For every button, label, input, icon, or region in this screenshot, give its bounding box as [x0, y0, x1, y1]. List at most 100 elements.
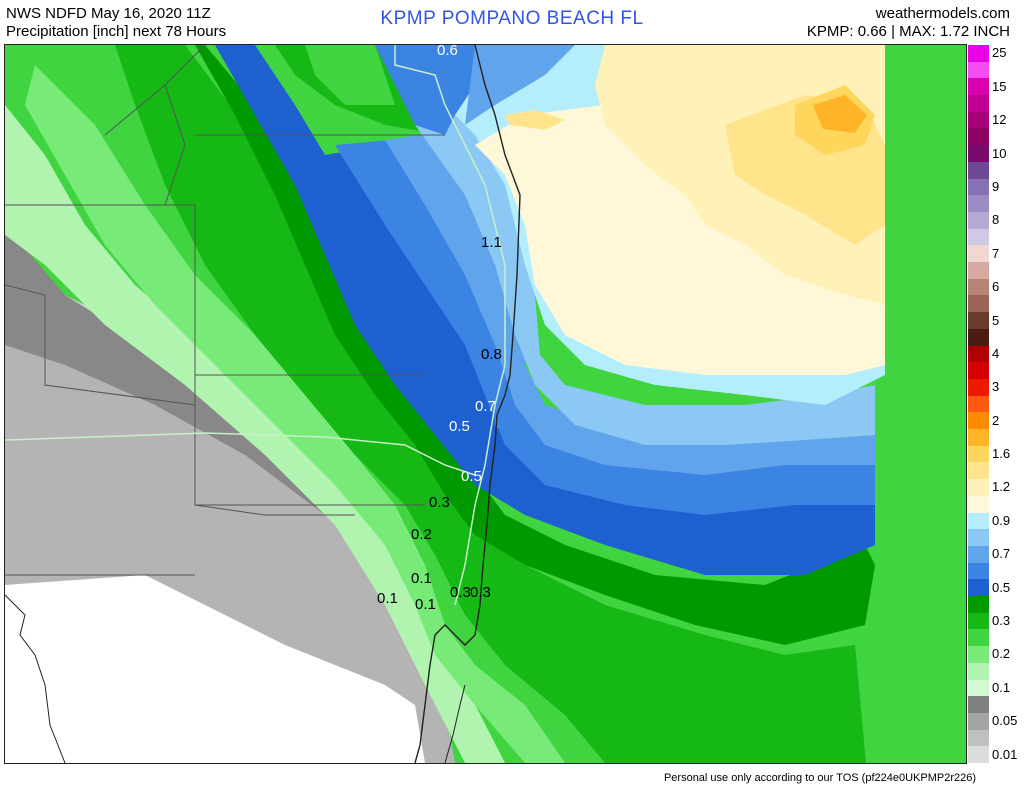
legend-swatch	[968, 78, 989, 96]
legend-row: 4	[968, 345, 1024, 363]
legend-swatch	[968, 378, 989, 397]
legend-row	[968, 529, 1024, 547]
legend-swatch	[968, 128, 989, 146]
legend-swatch	[968, 479, 989, 497]
legend-row: 5	[968, 312, 1024, 330]
contour-label: 0.3	[429, 494, 450, 511]
header-left: NWS NDFD May 16, 2020 11Z Precipitation …	[6, 5, 226, 41]
legend-swatch	[968, 45, 989, 63]
legend-label: 5	[992, 312, 1000, 328]
legend-swatch	[968, 429, 989, 447]
legend-row: 15	[968, 78, 1024, 96]
legend-label: 0.2	[992, 646, 1011, 662]
station-value-readout: KPMP: 0.66 | MAX: 1.72 INCH	[806, 23, 1010, 40]
legend-swatch	[968, 562, 989, 580]
legend-row: 0.2	[968, 646, 1024, 664]
contour-label: 0.5	[461, 468, 482, 485]
legend-swatch	[968, 545, 989, 564]
band-blue-light	[415, 105, 875, 445]
legend-row	[968, 696, 1024, 714]
legend-swatch	[968, 245, 989, 263]
band-yellow-coast	[505, 110, 565, 130]
legend-swatch	[968, 629, 989, 647]
legend-label: 3	[992, 379, 1000, 395]
county-boundaries	[5, 45, 445, 576]
legend-swatch	[968, 228, 989, 246]
legend-row: 0.9	[968, 512, 1024, 530]
legend-row	[968, 295, 1024, 313]
legend-label: 0.1	[992, 679, 1011, 695]
legend-row	[968, 629, 1024, 647]
legend-row: 1.6	[968, 445, 1024, 463]
band-dry-gray	[5, 295, 455, 763]
legend-swatch	[968, 328, 989, 347]
legend-swatch	[968, 579, 989, 597]
legend-row	[968, 596, 1024, 614]
legend-swatch	[968, 696, 989, 714]
legend-swatch	[968, 61, 989, 79]
legend-swatch	[968, 512, 989, 530]
legend-swatch	[968, 746, 989, 764]
legend-swatch	[968, 412, 989, 430]
legend-row: 0.7	[968, 545, 1024, 564]
band-blue-lighter-north	[465, 45, 575, 125]
contour-label: 0.7	[475, 398, 496, 415]
band-pale-green	[25, 65, 565, 763]
legend-row: 0.01	[968, 746, 1024, 764]
contour-label: 1.1	[481, 234, 502, 251]
header-right: weathermodels.com KPMP: 0.66 | MAX: 1.72…	[807, 5, 1010, 41]
legend-row	[968, 328, 1024, 347]
legend-label: 0.7	[992, 546, 1011, 562]
legend-swatch	[968, 195, 989, 213]
precipitation-legend: 25 15 12 10 9 8 7 6 5 4 3 2 1.6 1.2 0.9 0.7 0.5 0.3 0.2 0.1…	[968, 45, 1024, 764]
gulf-coast	[5, 594, 66, 763]
legend-row	[968, 362, 1024, 380]
legend-swatch	[968, 712, 989, 731]
legend-label: 6	[992, 279, 1000, 295]
contour-label: 0.1	[415, 596, 436, 613]
legend-label: 2	[992, 412, 1000, 428]
legend-label: 1.2	[992, 479, 1011, 495]
florida-keys	[444, 684, 466, 763]
legend-label: 0.05	[992, 713, 1018, 729]
legend-swatch	[968, 262, 989, 280]
legend-row	[968, 61, 1024, 79]
legend-row: 10	[968, 145, 1024, 163]
legend-row	[968, 662, 1024, 680]
legend-swatch	[968, 679, 989, 697]
legend-row: 7	[968, 245, 1024, 263]
legend-row	[968, 128, 1024, 146]
terms-footer: Personal use only according to our TOS (…	[663, 772, 976, 784]
legend-row	[968, 161, 1024, 180]
legend-row	[968, 495, 1024, 514]
legend-swatch	[968, 362, 989, 380]
legend-label: 15	[992, 78, 1007, 94]
band-orange	[813, 95, 867, 133]
legend-swatch	[968, 345, 989, 363]
legend-row	[968, 395, 1024, 413]
legend-row	[968, 729, 1024, 747]
band-deep-green	[195, 45, 875, 645]
legend-row: 0.05	[968, 712, 1024, 731]
precipitation-map[interactable]: 0.6 1.1 0.8 0.7 0.5 0.5 0.3 0.2 0.1 0.1 0.1 0.3 0.3	[4, 44, 967, 764]
legend-row: 0.3	[968, 612, 1024, 630]
legend-swatch	[968, 161, 989, 180]
legend-swatch	[968, 95, 989, 113]
legend-row	[968, 95, 1024, 113]
legend-label: 0.9	[992, 512, 1011, 528]
legend-label: 12	[992, 112, 1007, 128]
coastline	[414, 45, 521, 763]
legend-swatch	[968, 178, 989, 196]
legend-row: 1.2	[968, 479, 1024, 497]
band-north-lightgreen	[305, 45, 395, 105]
legend-label: 0.5	[992, 579, 1011, 595]
legend-row	[968, 262, 1024, 280]
legend-label: 9	[992, 178, 1000, 194]
legend-row: 12	[968, 111, 1024, 129]
site-name: weathermodels.com	[875, 5, 1010, 22]
legend-swatch	[968, 529, 989, 547]
legend-swatch	[968, 145, 989, 163]
legend-row: 0.5	[968, 579, 1024, 597]
legend-swatch	[968, 295, 989, 313]
legend-row: 6	[968, 278, 1024, 296]
